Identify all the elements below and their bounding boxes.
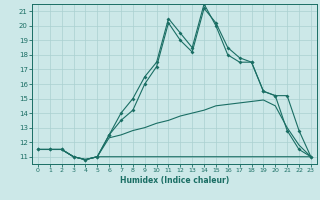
X-axis label: Humidex (Indice chaleur): Humidex (Indice chaleur) xyxy=(120,176,229,185)
